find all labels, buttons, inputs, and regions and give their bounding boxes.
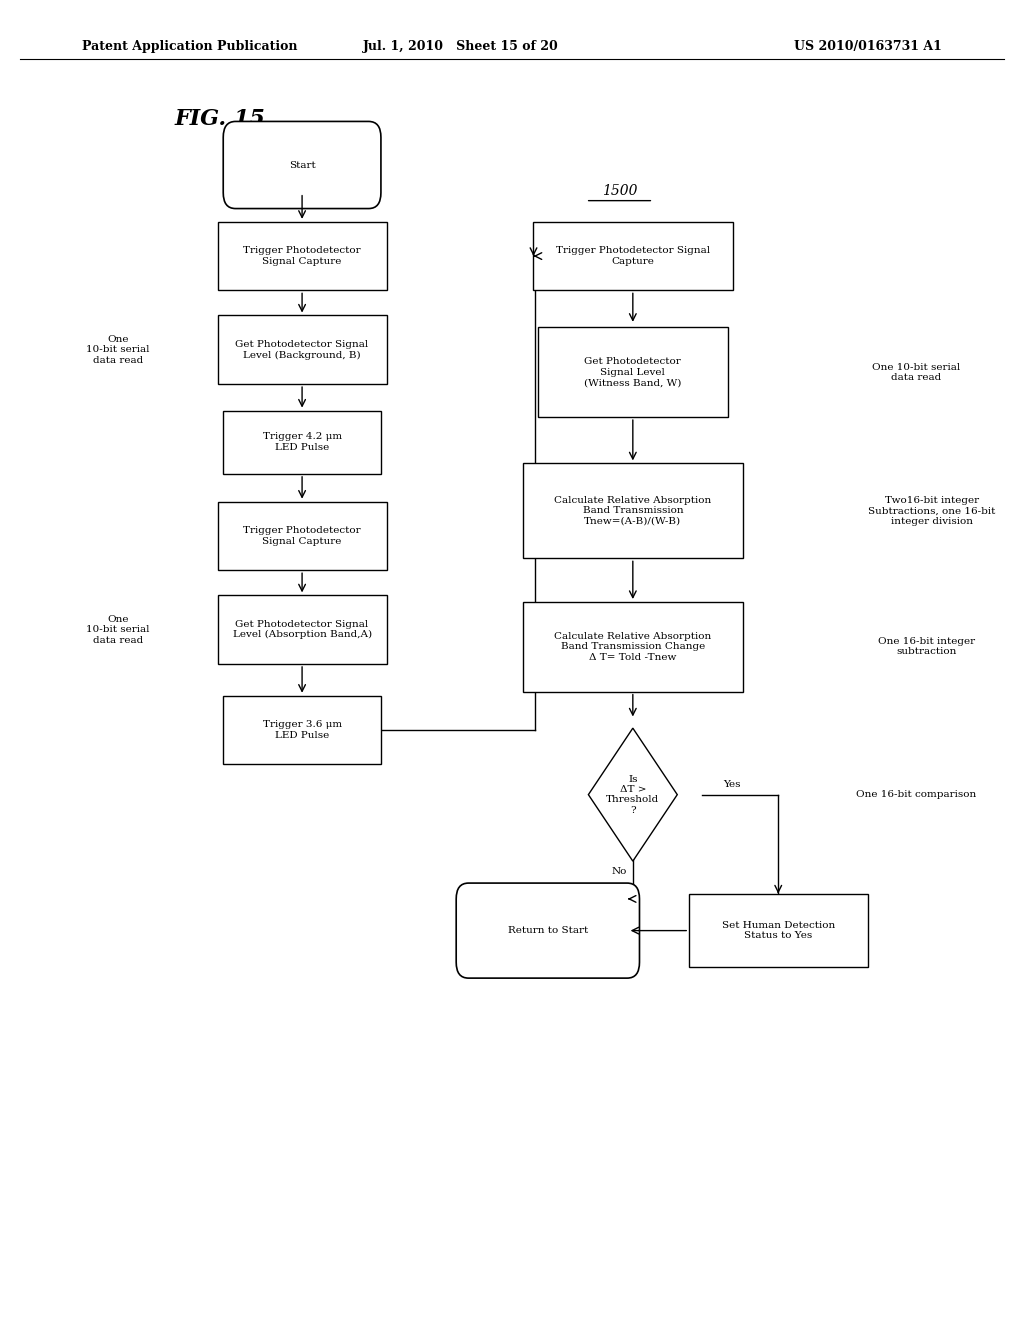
Text: Set Human Detection
Status to Yes: Set Human Detection Status to Yes <box>722 921 835 940</box>
Text: Trigger Photodetector
Signal Capture: Trigger Photodetector Signal Capture <box>244 247 360 265</box>
Text: One
10-bit serial
data read: One 10-bit serial data read <box>86 335 150 364</box>
Text: Return to Start: Return to Start <box>508 927 588 935</box>
FancyBboxPatch shape <box>522 463 742 558</box>
Text: One
10-bit serial
data read: One 10-bit serial data read <box>86 615 150 644</box>
Text: No: No <box>611 867 628 875</box>
Text: Calculate Relative Absorption
Band Transmission Change
Δ T= Told -Tnew: Calculate Relative Absorption Band Trans… <box>554 632 712 661</box>
Text: Is
ΔT >
Threshold
?: Is ΔT > Threshold ? <box>606 775 659 814</box>
Text: One 16-bit comparison: One 16-bit comparison <box>856 791 977 799</box>
Text: Trigger Photodetector Signal
Capture: Trigger Photodetector Signal Capture <box>556 247 710 265</box>
Text: Patent Application Publication: Patent Application Publication <box>82 40 297 53</box>
FancyBboxPatch shape <box>539 327 727 417</box>
Text: Trigger 4.2 μm
LED Pulse: Trigger 4.2 μm LED Pulse <box>262 433 342 451</box>
FancyBboxPatch shape <box>217 222 386 290</box>
Text: Trigger 3.6 μm
LED Pulse: Trigger 3.6 μm LED Pulse <box>262 721 342 739</box>
Text: One 16-bit integer
subtraction: One 16-bit integer subtraction <box>879 638 975 656</box>
FancyBboxPatch shape <box>522 602 742 692</box>
Text: Trigger Photodetector
Signal Capture: Trigger Photodetector Signal Capture <box>244 527 360 545</box>
FancyBboxPatch shape <box>222 696 381 764</box>
FancyBboxPatch shape <box>457 883 639 978</box>
Text: Yes: Yes <box>723 780 741 788</box>
Text: Two16-bit integer
Subtractions, one 16-bit
integer division: Two16-bit integer Subtractions, one 16-b… <box>868 496 995 525</box>
Text: 1500: 1500 <box>602 185 637 198</box>
Text: US 2010/0163731 A1: US 2010/0163731 A1 <box>795 40 942 53</box>
Text: FIG. 15: FIG. 15 <box>174 108 265 129</box>
FancyBboxPatch shape <box>532 222 733 290</box>
Text: Calculate Relative Absorption
Band Transmission
Tnew=(A-B)/(W-B): Calculate Relative Absorption Band Trans… <box>554 496 712 525</box>
Polygon shape <box>589 729 677 861</box>
FancyBboxPatch shape <box>217 595 386 664</box>
FancyBboxPatch shape <box>223 121 381 209</box>
Text: Get Photodetector Signal
Level (Absorption Band,A): Get Photodetector Signal Level (Absorpti… <box>232 620 372 639</box>
Text: Get Photodetector Signal
Level (Background, B): Get Photodetector Signal Level (Backgrou… <box>236 341 369 359</box>
Text: One 10-bit serial
data read: One 10-bit serial data read <box>872 363 961 381</box>
FancyBboxPatch shape <box>222 411 381 474</box>
FancyBboxPatch shape <box>217 502 386 570</box>
FancyBboxPatch shape <box>688 895 867 966</box>
FancyBboxPatch shape <box>217 315 386 384</box>
Text: Start: Start <box>289 161 315 169</box>
Text: Jul. 1, 2010   Sheet 15 of 20: Jul. 1, 2010 Sheet 15 of 20 <box>362 40 559 53</box>
Text: Get Photodetector
Signal Level
(Witness Band, W): Get Photodetector Signal Level (Witness … <box>584 358 682 387</box>
